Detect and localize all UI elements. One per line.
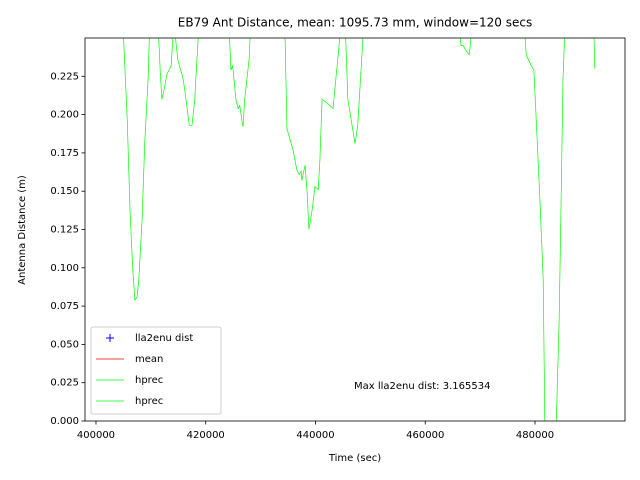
x-tick-label: 400000 bbox=[77, 430, 115, 441]
y-axis-label: Antenna Distance (m) bbox=[17, 175, 28, 285]
legend-label: hprec bbox=[135, 396, 163, 407]
y-tick-label: 0.075 bbox=[50, 301, 79, 312]
y-tick-label: 0.200 bbox=[50, 110, 79, 121]
legend-marker bbox=[106, 334, 114, 342]
legend-box bbox=[90, 326, 222, 415]
y-tick-label: 0.100 bbox=[50, 263, 79, 274]
chart-title: EB79 Ant Distance, mean: 1095.73 mm, win… bbox=[178, 16, 532, 30]
series-line bbox=[460, 38, 596, 421]
plot-lines bbox=[123, 38, 596, 421]
y-tick-label: 0.025 bbox=[50, 378, 79, 389]
x-tick-label: 460000 bbox=[406, 430, 444, 441]
y-tick-label: 0.150 bbox=[50, 186, 79, 197]
legend-label: lla2enu dist bbox=[135, 333, 193, 344]
y-tick-label: 0.125 bbox=[50, 225, 79, 236]
y-tick-label: 0.000 bbox=[50, 416, 79, 427]
y-tick-label: 0.175 bbox=[50, 148, 79, 159]
x-tick-label: 480000 bbox=[516, 430, 554, 441]
x-tick-label: 420000 bbox=[187, 430, 225, 441]
series-line bbox=[123, 38, 364, 301]
legend: lla2enu dist mean hprec hprec bbox=[90, 326, 222, 415]
annotation: Max lla2enu dist: 3.165534 bbox=[354, 381, 490, 392]
x-axis-label: Time (sec) bbox=[328, 453, 381, 464]
legend-label: hprec bbox=[135, 375, 163, 386]
legend-label: mean bbox=[135, 354, 163, 365]
x-tick-label: 440000 bbox=[296, 430, 334, 441]
y-tick-label: 0.050 bbox=[50, 339, 79, 350]
y-tick-label: 0.225 bbox=[50, 71, 79, 82]
